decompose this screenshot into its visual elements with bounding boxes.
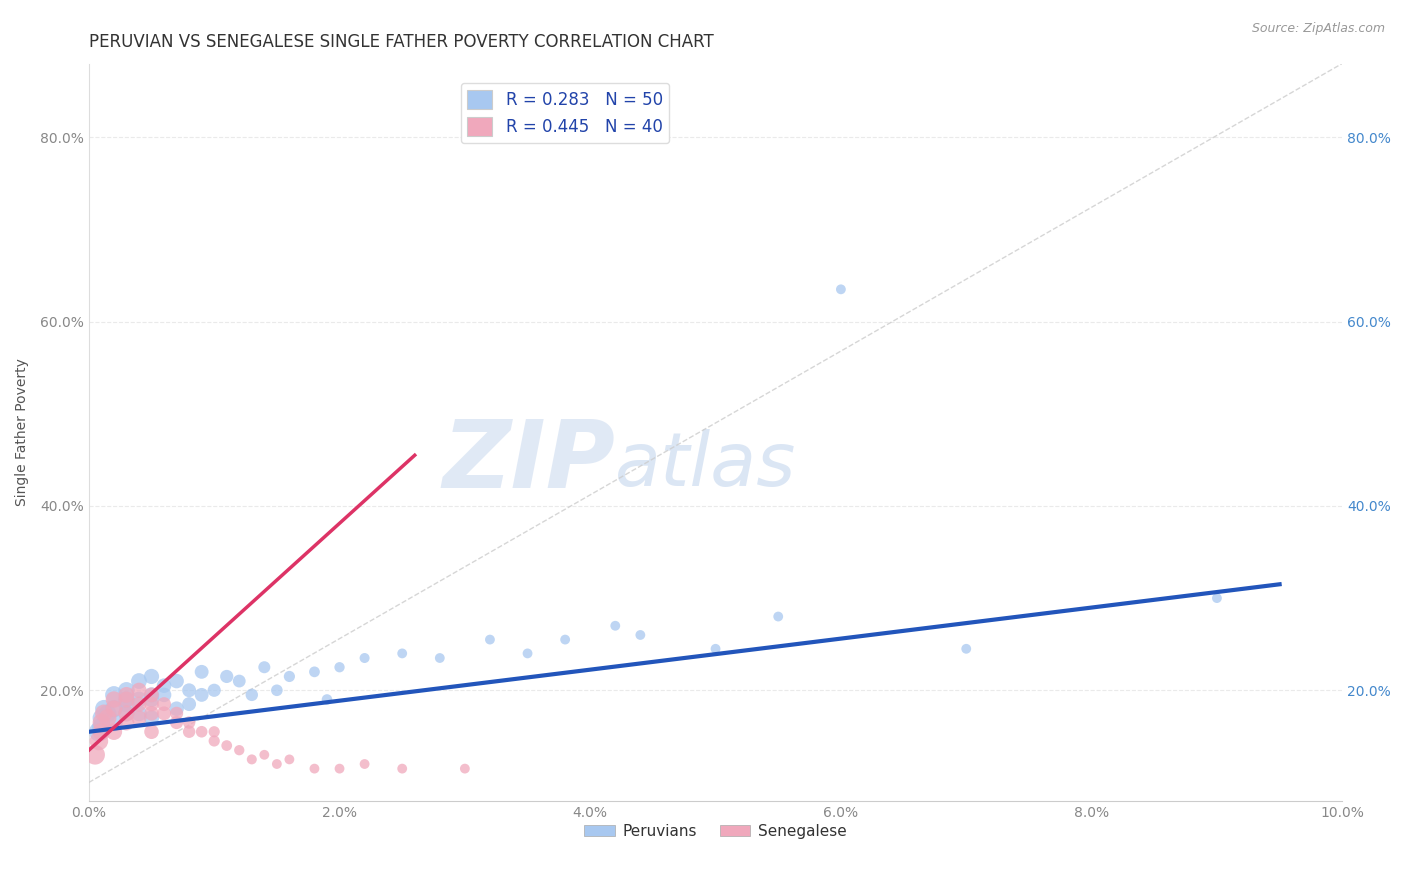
Point (478, 632, 501, 647)
Point (128, 683, 150, 698)
Point (128, 706, 150, 721)
Point (153, 697, 176, 711)
Point (190, 724, 212, 739)
Point (115, 715, 138, 730)
Point (429, 651, 451, 665)
Point (141, 706, 163, 721)
Point (115, 683, 138, 698)
Point (215, 739, 238, 753)
Point (141, 697, 163, 711)
Point (115, 692, 138, 706)
Point (166, 674, 188, 689)
Point (328, 762, 350, 776)
Point (240, 752, 263, 766)
Point (253, 660, 276, 674)
Point (554, 632, 576, 647)
Point (179, 697, 201, 711)
Point (179, 715, 201, 730)
Point (215, 669, 238, 683)
Point (141, 688, 163, 702)
Point (316, 692, 339, 706)
Point (202, 724, 225, 739)
Point (115, 706, 138, 721)
Point (278, 752, 301, 766)
Point (830, 282, 852, 296)
Point (103, 702, 125, 716)
Text: Source: ZipAtlas.com: Source: ZipAtlas.com (1251, 22, 1385, 36)
Point (141, 692, 163, 706)
Point (228, 674, 250, 689)
Point (278, 669, 301, 683)
Point (97, 711, 120, 725)
Point (266, 757, 288, 772)
Point (115, 688, 138, 702)
Point (128, 711, 150, 725)
Point (93, 702, 115, 716)
Point (391, 762, 413, 776)
Text: atlas: atlas (616, 429, 797, 501)
Point (115, 692, 138, 706)
Point (454, 762, 477, 776)
Point (304, 665, 326, 679)
Point (955, 641, 977, 656)
Point (103, 715, 125, 730)
Point (103, 702, 125, 716)
Point (304, 762, 326, 776)
Point (84, 747, 107, 762)
Point (328, 660, 350, 674)
Point (266, 683, 288, 698)
Point (1206, 591, 1229, 606)
Point (516, 647, 538, 661)
Point (166, 706, 188, 721)
Point (141, 669, 163, 683)
Point (253, 747, 276, 762)
Point (90, 715, 112, 730)
Point (141, 711, 163, 725)
Point (93, 706, 115, 721)
Point (353, 651, 375, 665)
Point (153, 679, 176, 693)
Point (202, 734, 225, 748)
Point (87, 734, 110, 748)
Point (87, 724, 110, 739)
Point (353, 757, 375, 772)
Point (97, 706, 120, 721)
Point (704, 641, 727, 656)
Point (605, 619, 627, 633)
Point (240, 688, 263, 702)
Point (115, 706, 138, 721)
Point (166, 715, 188, 730)
Point (190, 688, 212, 702)
Point (103, 724, 125, 739)
Legend: Peruvians, Senegalese: Peruvians, Senegalese (578, 818, 853, 845)
Point (228, 743, 250, 757)
Point (103, 692, 125, 706)
Point (179, 683, 201, 698)
Point (115, 697, 138, 711)
Point (141, 724, 163, 739)
Point (128, 697, 150, 711)
Point (153, 688, 176, 702)
Point (391, 647, 413, 661)
Point (103, 688, 125, 702)
Text: ZIP: ZIP (443, 416, 616, 508)
Point (90, 724, 112, 739)
Point (179, 724, 201, 739)
Y-axis label: Single Father Poverty: Single Father Poverty (15, 359, 30, 506)
Text: PERUVIAN VS SENEGALESE SINGLE FATHER POVERTY CORRELATION CHART: PERUVIAN VS SENEGALESE SINGLE FATHER POV… (89, 33, 714, 51)
Point (768, 609, 790, 624)
Point (90, 711, 112, 725)
Point (166, 702, 188, 716)
Point (628, 628, 651, 642)
Point (90, 720, 112, 734)
Point (141, 688, 163, 702)
Point (128, 674, 150, 689)
Point (190, 665, 212, 679)
Point (128, 692, 150, 706)
Point (153, 706, 176, 721)
Point (202, 683, 225, 698)
